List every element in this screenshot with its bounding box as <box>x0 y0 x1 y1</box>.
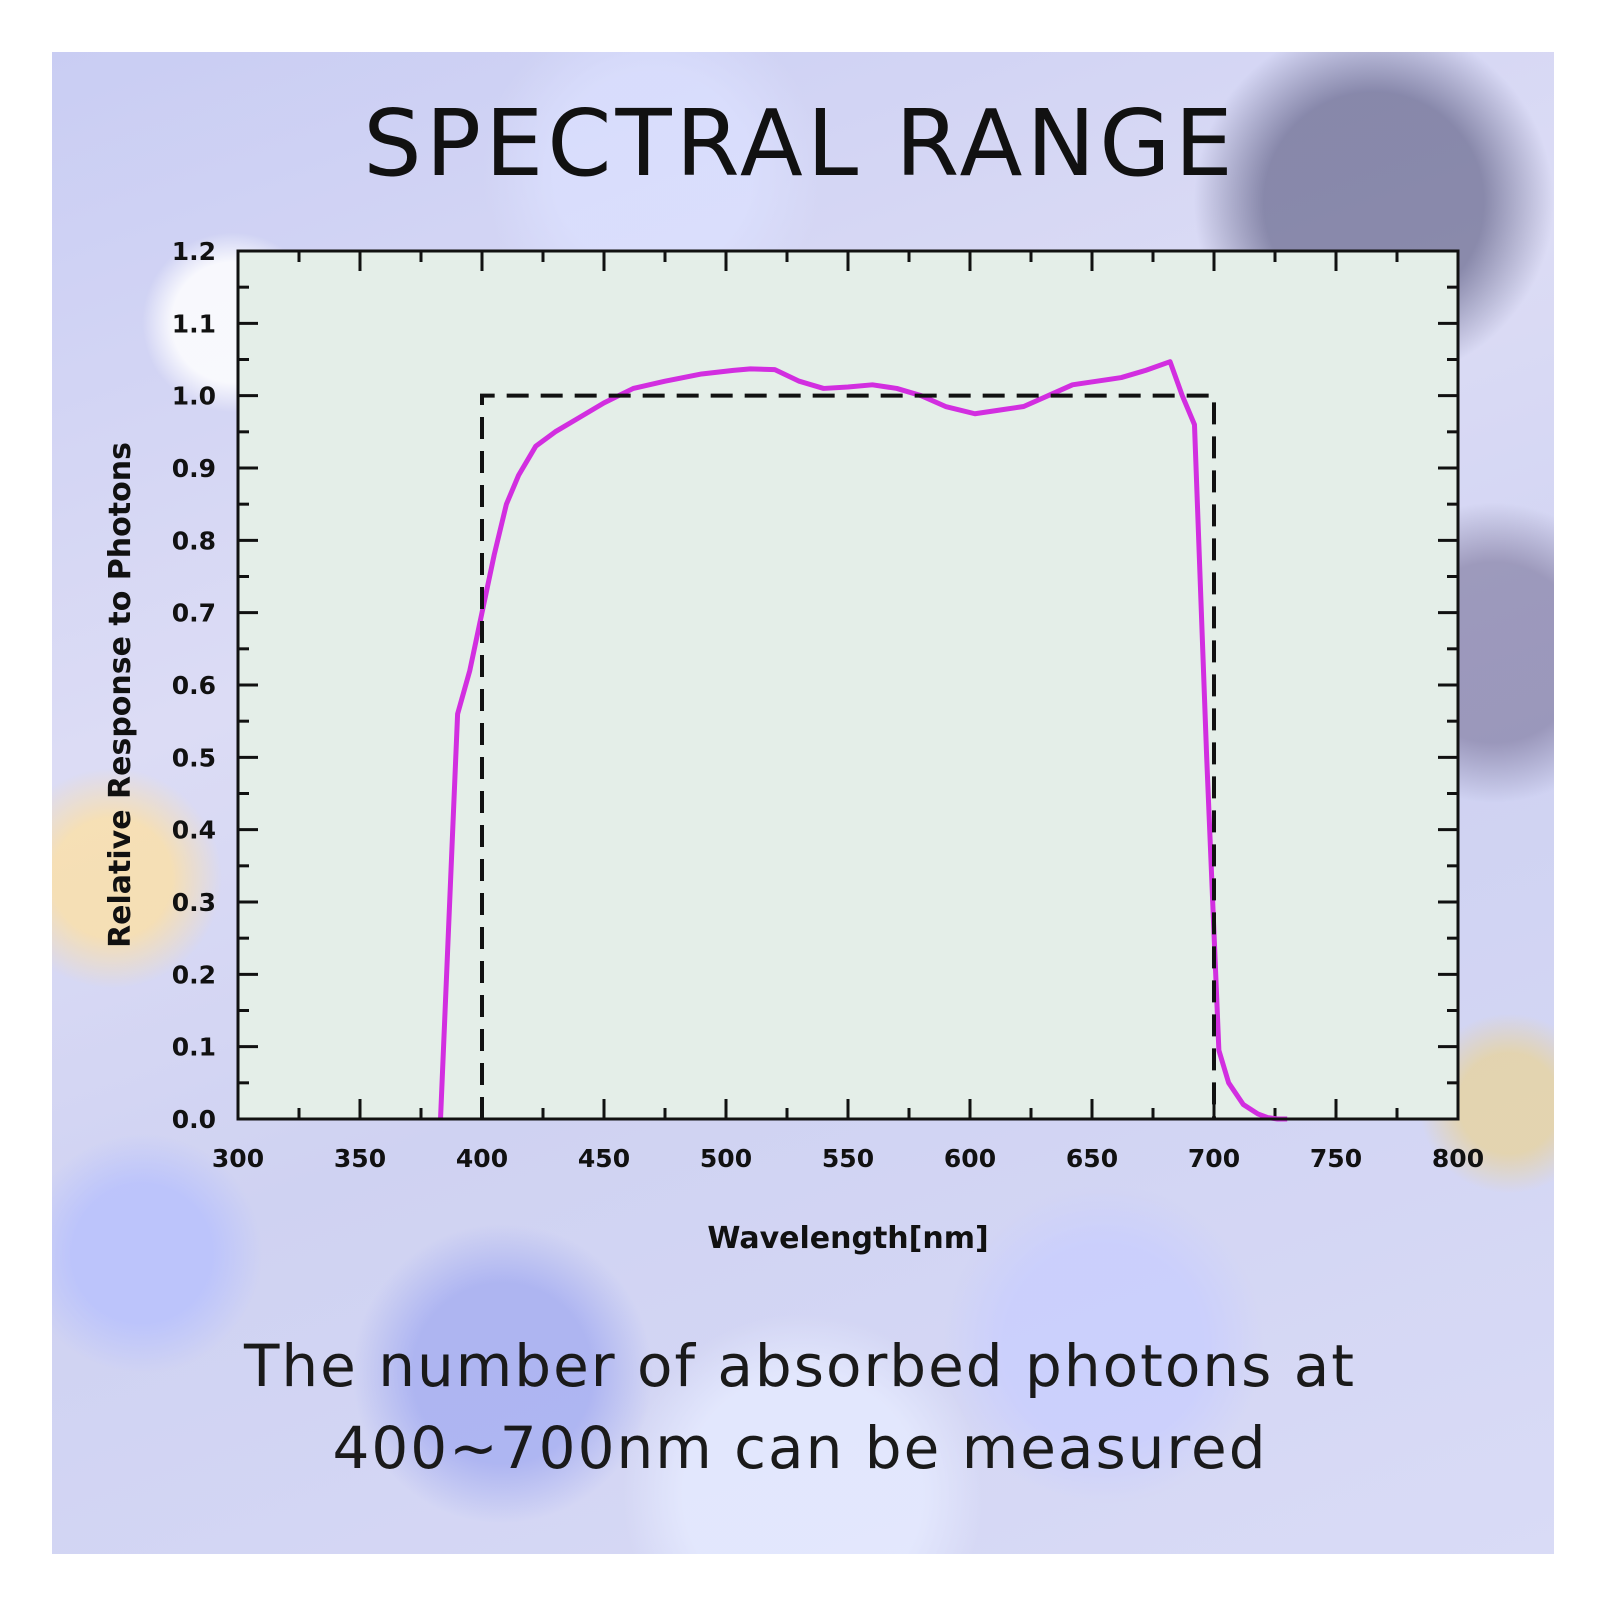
x-tick-label: 400 <box>456 1144 508 1173</box>
x-tick-label: 350 <box>334 1144 386 1173</box>
x-tick-label: 800 <box>1432 1144 1484 1173</box>
response-curve-line <box>438 359 1288 1122</box>
caption: The number of absorbed photons at 400~70… <box>0 1325 1600 1489</box>
x-tick-label: 450 <box>578 1144 630 1173</box>
y-tick-label: 0.0 <box>172 1105 216 1134</box>
caption-line-1: The number of absorbed photons at <box>243 1332 1357 1400</box>
y-tick-label: 0.6 <box>172 671 216 700</box>
x-tick-label: 750 <box>1310 1144 1362 1173</box>
y-tick-label: 1.2 <box>172 237 216 266</box>
page-title: SPECTRAL RANGE <box>363 90 1237 197</box>
x-tick-label: 650 <box>1066 1144 1118 1173</box>
x-tick-label: 500 <box>700 1144 752 1173</box>
y-tick-label: 0.7 <box>172 599 216 628</box>
y-tick-label: 0.5 <box>172 743 216 772</box>
plot-frame <box>236 249 1460 1121</box>
x-tick-label: 700 <box>1188 1144 1240 1173</box>
y-tick-label: 0.9 <box>172 454 216 483</box>
x-tick-label: 600 <box>944 1144 996 1173</box>
y-tick-label: 0.4 <box>172 816 216 845</box>
series-layer <box>438 359 1288 1122</box>
y-tick-label: 0.1 <box>172 1033 216 1062</box>
y-tick-label: 0.2 <box>172 960 216 989</box>
x-axis-label: Wavelength[nm] <box>707 1221 988 1256</box>
spectral-range-chart: 300 350 400 450 500 550 600 650 700 750 800 0.0 0.1 0… <box>103 237 1484 1256</box>
tick-labels: 300 350 400 450 500 550 600 650 700 750 800 0.0 0.1 0… <box>172 237 1484 1173</box>
plot-area <box>238 251 1458 1119</box>
y-tick-label: 0.3 <box>172 888 216 917</box>
x-tick-label: 300 <box>212 1144 264 1173</box>
y-tick-label: 1.1 <box>172 309 216 338</box>
x-tick-label: 550 <box>822 1144 874 1173</box>
reference-band-line <box>480 393 1216 1119</box>
y-axis-label: Relative Response to Photons <box>103 442 138 948</box>
caption-line-2: 400~700nm can be measured <box>332 1414 1268 1482</box>
y-tick-label: 0.8 <box>172 526 216 555</box>
y-tick-label: 1.0 <box>172 382 216 411</box>
